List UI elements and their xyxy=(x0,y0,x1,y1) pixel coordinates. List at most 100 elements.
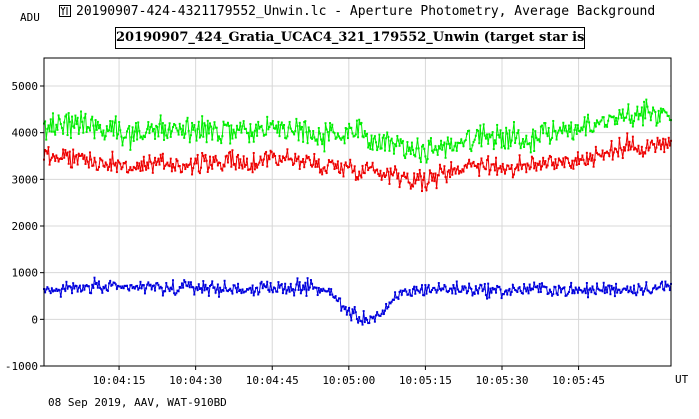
data-point-red xyxy=(658,139,661,142)
data-point-green xyxy=(436,153,439,156)
data-point-blue xyxy=(398,290,401,293)
data-point-blue xyxy=(578,286,581,289)
data-point-blue xyxy=(326,290,329,293)
data-point-green xyxy=(554,129,557,132)
data-point-green xyxy=(80,110,83,113)
data-point-red xyxy=(599,154,602,157)
data-point-red xyxy=(600,155,603,158)
data-point-red xyxy=(580,158,583,161)
data-point-green xyxy=(567,124,570,127)
data-point-blue xyxy=(442,288,445,291)
data-point-green xyxy=(449,147,452,150)
data-point-red xyxy=(390,173,393,176)
data-point-red xyxy=(350,164,353,167)
data-point-green xyxy=(339,137,342,140)
data-point-red xyxy=(620,148,623,151)
data-point-red xyxy=(543,163,546,166)
data-point-green xyxy=(47,124,50,127)
data-point-blue xyxy=(161,294,164,297)
data-point-green xyxy=(318,132,321,135)
data-point-blue xyxy=(490,291,493,294)
data-point-red xyxy=(315,160,318,163)
data-point-green xyxy=(258,127,261,130)
data-point-red xyxy=(200,166,203,169)
data-point-red xyxy=(158,163,161,166)
data-point-blue xyxy=(509,293,512,296)
data-point-red xyxy=(269,149,272,152)
data-point-blue xyxy=(469,286,472,289)
y-tick-label: -1000 xyxy=(5,360,38,373)
data-point-green xyxy=(367,146,370,149)
data-point-red xyxy=(114,161,117,164)
data-point-blue xyxy=(275,290,278,293)
data-point-blue xyxy=(631,292,634,295)
data-point-blue xyxy=(212,286,215,289)
data-point-red xyxy=(215,159,218,162)
data-point-red xyxy=(532,157,535,160)
app-icon[interactable] xyxy=(59,5,71,17)
data-point-red xyxy=(645,146,648,149)
data-point-blue xyxy=(321,289,324,292)
data-point-blue xyxy=(386,307,389,310)
data-point-blue xyxy=(129,284,132,287)
data-point-red xyxy=(160,160,163,163)
data-point-red xyxy=(345,164,348,167)
data-point-green xyxy=(657,109,660,112)
data-point-red xyxy=(284,159,287,162)
data-point-green xyxy=(621,108,624,111)
data-point-blue xyxy=(114,283,117,286)
data-point-red xyxy=(573,159,576,162)
data-point-red xyxy=(571,159,574,162)
data-point-green xyxy=(106,130,109,133)
data-point-blue xyxy=(379,314,382,317)
data-point-blue xyxy=(139,280,142,283)
data-point-red xyxy=(63,156,66,159)
data-point-blue xyxy=(194,287,197,290)
data-point-green xyxy=(543,122,546,125)
data-point-red xyxy=(192,166,195,169)
data-point-green xyxy=(626,112,629,115)
data-point-blue xyxy=(304,281,307,284)
data-point-green xyxy=(141,138,144,141)
data-point-green xyxy=(519,147,522,150)
data-point-blue xyxy=(294,288,297,291)
data-point-green xyxy=(579,130,582,133)
data-point-blue xyxy=(506,293,509,296)
data-point-red xyxy=(225,154,228,157)
data-point-blue xyxy=(159,285,162,288)
data-point-blue xyxy=(324,290,327,293)
data-point-green xyxy=(617,117,620,120)
data-point-blue xyxy=(183,279,186,282)
y-tick-label: 3000 xyxy=(12,173,39,186)
data-point-blue xyxy=(350,319,353,322)
data-point-red xyxy=(557,157,560,160)
data-point-red xyxy=(583,162,586,165)
data-point-green xyxy=(641,124,644,127)
data-point-blue xyxy=(409,294,412,297)
data-point-red xyxy=(306,157,309,160)
data-point-blue xyxy=(247,288,250,291)
data-point-blue xyxy=(295,283,298,286)
data-point-red xyxy=(145,168,148,171)
data-point-red xyxy=(357,178,360,181)
data-point-blue xyxy=(71,292,74,295)
data-point-green xyxy=(400,142,403,145)
data-point-blue xyxy=(317,286,320,289)
data-point-blue xyxy=(357,321,360,324)
data-point-red xyxy=(463,164,466,167)
data-point-blue xyxy=(325,290,328,293)
data-point-blue xyxy=(271,291,274,294)
data-point-red xyxy=(333,168,336,171)
data-point-red xyxy=(650,139,653,142)
data-point-red xyxy=(75,154,78,157)
data-point-blue xyxy=(634,292,637,295)
data-point-green xyxy=(580,126,583,129)
data-point-green xyxy=(487,142,490,145)
data-point-red xyxy=(279,159,282,162)
data-point-green xyxy=(155,124,158,127)
data-point-green xyxy=(269,122,272,125)
data-point-blue xyxy=(62,284,65,287)
data-point-green xyxy=(254,123,257,126)
data-point-green xyxy=(560,129,563,132)
data-point-red xyxy=(289,157,292,160)
